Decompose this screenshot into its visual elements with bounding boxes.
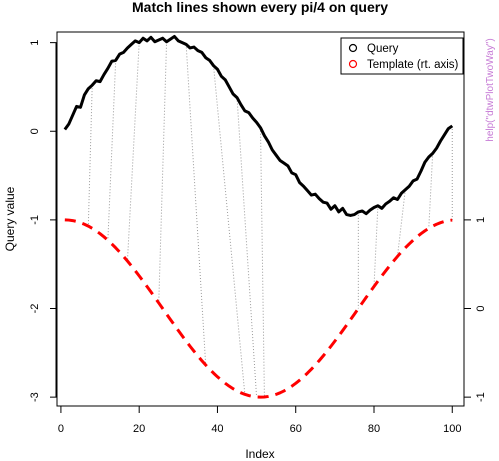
x-tick-label: 80: [368, 423, 380, 435]
match-line: [428, 153, 434, 229]
x-axis: 0 20 40 60 80 100: [58, 406, 461, 435]
right-tick-label: -1: [475, 392, 487, 402]
right-tick-label: 0: [475, 305, 487, 311]
left-tick-label: -3: [29, 392, 41, 402]
x-axis-label: Index: [245, 447, 274, 461]
y-axis-label: Query value: [3, 186, 17, 251]
match-line: [185, 44, 207, 366]
chart-title: Match lines shown every pi/4 on query: [132, 0, 388, 15]
match-line: [213, 65, 246, 395]
legend-template-marker: [348, 59, 358, 69]
match-line: [87, 85, 93, 227]
legend-template-label: Template (rt. axis): [367, 59, 459, 71]
match-line: [126, 42, 140, 262]
match-line: [396, 189, 406, 257]
legend: Query Template (rt. axis): [340, 37, 464, 75]
left-y-axis: -3 -2 -1 0 1: [29, 40, 57, 402]
x-tick-label: 0: [58, 423, 64, 435]
left-tick-label: -2: [29, 304, 41, 314]
left-tick-label: -1: [29, 215, 41, 225]
right-tick-label: 1: [475, 217, 487, 223]
side-note: help("dtwPlotTwoWay"): [485, 38, 496, 141]
right-y-axis: -1 0 1: [464, 217, 487, 402]
match-line: [158, 41, 168, 303]
x-tick-label: 60: [290, 423, 302, 435]
x-tick-label: 40: [211, 423, 223, 435]
legend-box: [340, 37, 464, 75]
legend-query-marker: [348, 43, 358, 53]
plot-frame: [56, 31, 465, 407]
legend-query-label: Query: [367, 43, 399, 55]
match-lines: [87, 41, 453, 397]
x-tick-label: 100: [443, 423, 461, 435]
match-line: [236, 97, 258, 397]
match-line: [260, 127, 265, 397]
series-lines: [63, 34, 454, 399]
match-line: [373, 205, 379, 287]
match-line: [107, 60, 117, 241]
query-series-line: [63, 34, 454, 217]
template-series-line: [64, 218, 453, 399]
left-tick-label: 0: [29, 128, 41, 134]
left-tick-label: 1: [29, 40, 41, 46]
x-tick-label: 20: [133, 423, 145, 435]
